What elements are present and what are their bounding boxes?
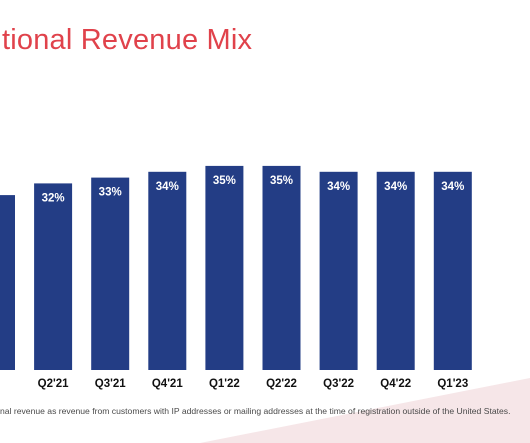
bar-Q4'22: [376, 171, 415, 370]
x-tick-label: Q2'21: [38, 378, 69, 390]
x-tick-label: Q4'22: [380, 378, 411, 390]
bar-Q3'21: [91, 177, 130, 370]
x-tick-label: Q1'23: [437, 378, 468, 390]
bar-value-label: 35%: [270, 175, 293, 187]
x-tick-label: Q4'21: [152, 378, 183, 390]
bar-value-label: 34%: [441, 181, 464, 193]
x-axis-ticks: Q2'21 Q3'21 Q4'21 Q1'22 Q2'22 Q3'22 Q4'22 Q1'23: [38, 378, 469, 390]
bar-value-label: 35%: [213, 175, 236, 187]
x-tick-label: Q3'21: [95, 378, 126, 390]
bar-Q3'22: [319, 171, 358, 370]
bar-value-label: 34%: [327, 181, 350, 193]
x-tick-label: Q2'22: [266, 378, 297, 390]
chart-title: tional Revenue Mix: [2, 24, 253, 56]
footnote: nal revenue as revenue from customers wi…: [0, 406, 511, 416]
decorative-wedge: [200, 378, 530, 443]
bar-Q2'21: [34, 183, 73, 370]
bar-Q1'22: [205, 165, 244, 370]
bar-value-label: 32%: [42, 192, 65, 204]
bars-group: [0, 165, 472, 370]
x-tick-label: Q3'22: [323, 378, 354, 390]
bar-value-label: 34%: [384, 181, 407, 193]
bar-labels-group: 32% 33% 34% 35% 35% 34% 34% 34%: [42, 175, 465, 205]
bar-Q2'22: [262, 165, 301, 370]
bar-partial: [0, 195, 15, 370]
x-tick-label: Q1'22: [209, 378, 240, 390]
bar-value-label: 33%: [99, 187, 122, 199]
bar-Q1'23: [433, 171, 472, 370]
bar-value-label: 34%: [156, 181, 179, 193]
bar-Q4'21: [148, 171, 187, 370]
